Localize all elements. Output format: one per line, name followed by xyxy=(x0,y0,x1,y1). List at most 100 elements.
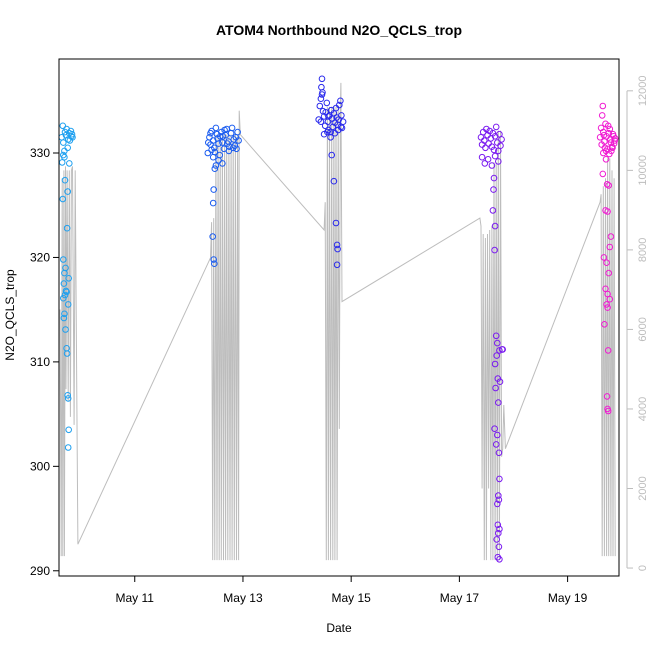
y-tick-label: 310 xyxy=(30,355,50,369)
data-point xyxy=(210,186,217,193)
x-tick-label: May 11 xyxy=(116,591,155,605)
data-point xyxy=(60,139,67,146)
altitude-tick-label: 10000 xyxy=(637,155,649,186)
data-point xyxy=(492,384,499,392)
data-point xyxy=(599,102,607,110)
x-tick-label: May 13 xyxy=(223,591,263,605)
data-point xyxy=(600,254,608,261)
data-point xyxy=(234,128,241,136)
y-tick-label: 300 xyxy=(30,459,50,473)
data-point xyxy=(491,425,498,433)
data-point xyxy=(59,122,67,130)
data-point xyxy=(218,128,225,136)
data-point xyxy=(316,102,324,110)
data-point xyxy=(211,165,219,172)
data-point xyxy=(492,441,500,448)
data-point xyxy=(601,144,609,152)
data-point xyxy=(604,347,612,354)
x-tick-label: May 15 xyxy=(331,591,371,605)
altitude-tick-label: 6000 xyxy=(637,317,649,341)
data-point xyxy=(492,332,500,340)
data-point xyxy=(324,128,331,136)
data-point xyxy=(599,170,607,178)
axes-layer: 290 300 310 320 330 0 2000 4000 6000 8000 10000 120… xyxy=(30,76,649,605)
data-point xyxy=(603,181,611,188)
data-point xyxy=(219,133,227,140)
data-point xyxy=(492,123,500,131)
data-point xyxy=(495,449,503,457)
data-point xyxy=(315,116,323,123)
data-point xyxy=(495,543,503,551)
series-3 xyxy=(315,75,347,269)
y-tick-label: 320 xyxy=(30,250,50,264)
data-point xyxy=(64,301,72,308)
data-point xyxy=(495,158,502,165)
data-point xyxy=(601,321,608,328)
data-point xyxy=(209,153,217,161)
data-point xyxy=(209,199,217,207)
y-tick-label: 330 xyxy=(30,146,50,160)
data-point xyxy=(64,188,71,195)
data-point xyxy=(233,145,240,153)
data-point xyxy=(481,160,489,167)
data-point xyxy=(214,135,221,142)
data-point xyxy=(318,91,326,98)
data-point xyxy=(494,339,501,347)
series-5 xyxy=(596,102,619,415)
data-point xyxy=(338,112,345,119)
data-point xyxy=(489,207,497,214)
data-point xyxy=(204,149,212,157)
data-point xyxy=(495,399,502,406)
altitude-profile-layer xyxy=(59,82,616,561)
data-point xyxy=(608,147,615,155)
data-point xyxy=(328,151,336,159)
data-point xyxy=(494,500,501,508)
series-1 xyxy=(58,122,76,451)
data-point xyxy=(205,139,212,146)
data-point xyxy=(225,147,233,155)
data-point xyxy=(484,156,492,163)
data-point xyxy=(61,269,68,277)
data-point xyxy=(212,124,220,132)
data-point xyxy=(606,243,614,251)
data-point xyxy=(497,142,504,149)
data-point xyxy=(327,134,334,141)
data-point xyxy=(64,392,71,399)
altitude-tick-label: 8000 xyxy=(637,238,649,262)
data-point xyxy=(598,112,606,119)
data-point xyxy=(330,177,338,185)
data-point xyxy=(317,118,325,125)
data-point xyxy=(221,126,228,134)
data-point xyxy=(63,350,71,357)
data-point xyxy=(495,492,502,499)
data-point xyxy=(338,124,346,132)
data-point xyxy=(600,131,608,139)
x-axis-label: Date xyxy=(326,621,352,635)
data-point xyxy=(64,395,72,402)
data-point xyxy=(496,475,503,483)
data-point xyxy=(605,269,613,277)
data-point xyxy=(494,521,502,529)
data-point xyxy=(609,144,616,152)
data-point xyxy=(64,144,71,152)
data-point xyxy=(325,113,332,120)
data-point xyxy=(496,525,503,533)
x-tick-label: May 17 xyxy=(440,591,480,605)
data-point xyxy=(606,125,614,133)
x-tick-label: May 19 xyxy=(548,591,588,605)
data-point xyxy=(61,291,69,299)
y-tick-label: 290 xyxy=(30,564,50,578)
data-point xyxy=(488,162,496,169)
data-point xyxy=(610,133,617,140)
data-point xyxy=(490,186,497,193)
data-point xyxy=(333,261,341,269)
data-point xyxy=(491,246,498,254)
data-point xyxy=(603,259,610,267)
data-point xyxy=(60,280,68,287)
data-point xyxy=(490,174,498,182)
data-point xyxy=(219,160,226,167)
data-point xyxy=(483,125,490,133)
data-point xyxy=(219,139,226,146)
data-points-layer xyxy=(58,75,619,563)
data-point xyxy=(337,97,344,105)
